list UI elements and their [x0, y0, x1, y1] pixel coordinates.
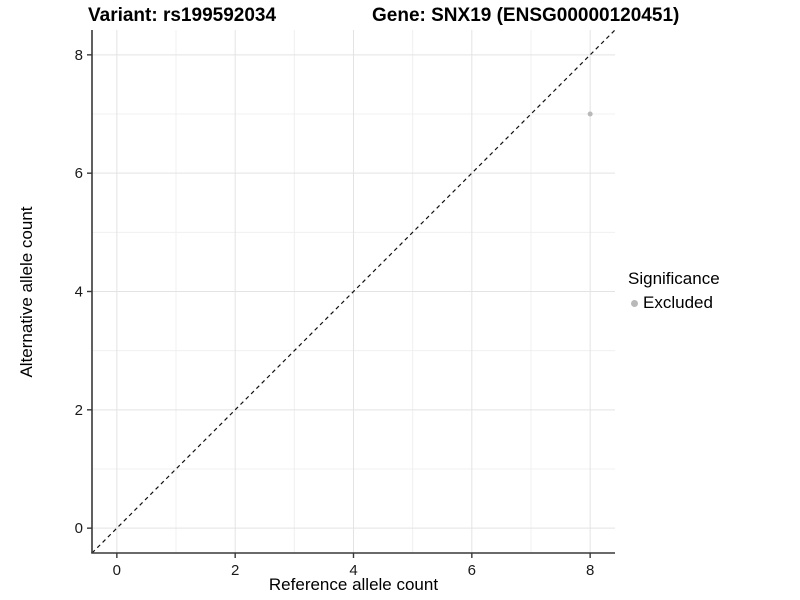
- y-tick-label: 8: [75, 47, 83, 64]
- legend: Significance Excluded: [628, 269, 720, 313]
- y-tick-label: 2: [75, 402, 83, 419]
- y-tick-label: 6: [75, 165, 83, 182]
- x-tick-label: 4: [349, 562, 357, 579]
- x-tick-label: 6: [468, 562, 476, 579]
- data-point: [587, 111, 593, 117]
- y-axis-title: Alternative allele count: [17, 206, 36, 378]
- gene-title: Gene: SNX19 (ENSG00000120451): [372, 5, 680, 26]
- x-axis-title: Reference allele count: [268, 575, 439, 594]
- y-tick-label: 0: [75, 520, 83, 537]
- x-tick-label: 0: [113, 562, 121, 579]
- legend-item-excluded: Excluded: [628, 293, 720, 313]
- legend-item-label: Excluded: [643, 293, 713, 312]
- legend-key-dot-icon: [631, 299, 638, 307]
- legend-title: Significance: [628, 269, 720, 288]
- identity-line: [91, 29, 616, 554]
- y-tick-label: 4: [75, 284, 83, 301]
- x-tick-label: 8: [586, 562, 594, 579]
- x-tick-label: 2: [231, 562, 239, 579]
- variant-title: Variant: rs199592034: [88, 5, 277, 26]
